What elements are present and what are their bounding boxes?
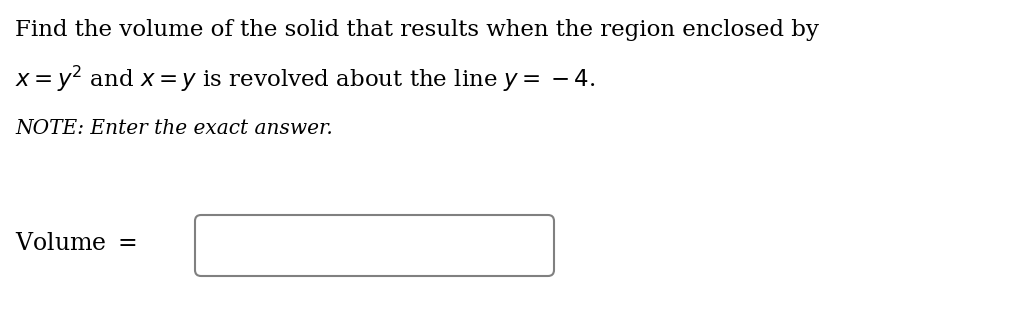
Text: Volume $=$: Volume $=$ bbox=[15, 233, 137, 256]
Text: NOTE: Enter the exact answer.: NOTE: Enter the exact answer. bbox=[15, 119, 333, 138]
Text: $x = y^2$ and $x = y$ is revolved about the line $y = -4$.: $x = y^2$ and $x = y$ is revolved about … bbox=[15, 64, 595, 94]
FancyBboxPatch shape bbox=[195, 215, 554, 276]
Text: Find the volume of the solid that results when the region enclosed by: Find the volume of the solid that result… bbox=[15, 19, 819, 41]
